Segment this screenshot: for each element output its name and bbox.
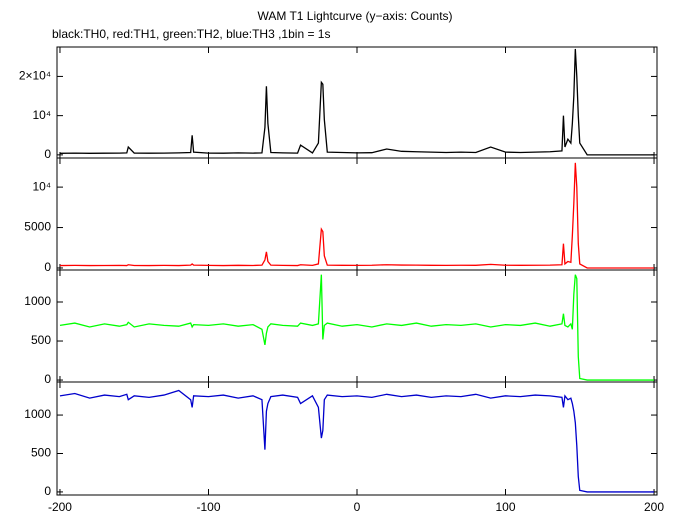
series-line <box>59 48 655 156</box>
y-tick-label: 1000 <box>24 294 51 308</box>
y-tick-label: 1000 <box>24 407 51 421</box>
y-tick-label: 500 <box>31 333 51 347</box>
chart-title: WAM T1 Lightcurve (y−axis: Counts) <box>257 9 452 23</box>
x-tick-label: 200 <box>644 500 664 514</box>
y-tick-label: 5000 <box>24 220 51 234</box>
y-tick-label: 0 <box>44 484 51 498</box>
series-line <box>59 274 655 381</box>
y-tick-label: 0 <box>44 372 51 386</box>
panel-frame <box>56 157 658 271</box>
y-tick-label: 500 <box>31 446 51 460</box>
y-tick-label: 10⁴ <box>32 108 51 122</box>
x-tick-label: 0 <box>354 500 361 514</box>
y-tick-label: 10⁴ <box>32 179 51 193</box>
y-tick-label: 0 <box>44 260 51 274</box>
series-line <box>59 162 655 269</box>
x-tick-label: 100 <box>495 500 515 514</box>
x-tick-label: -200 <box>48 500 72 514</box>
x-tick-label: -100 <box>196 500 220 514</box>
y-tick-label: 0 <box>44 147 51 161</box>
y-tick-label: 2×10⁴ <box>19 69 51 83</box>
chart-subtitle: black:TH0, red:TH1, green:TH2, blue:TH3 … <box>52 27 330 41</box>
series-line <box>59 389 655 493</box>
